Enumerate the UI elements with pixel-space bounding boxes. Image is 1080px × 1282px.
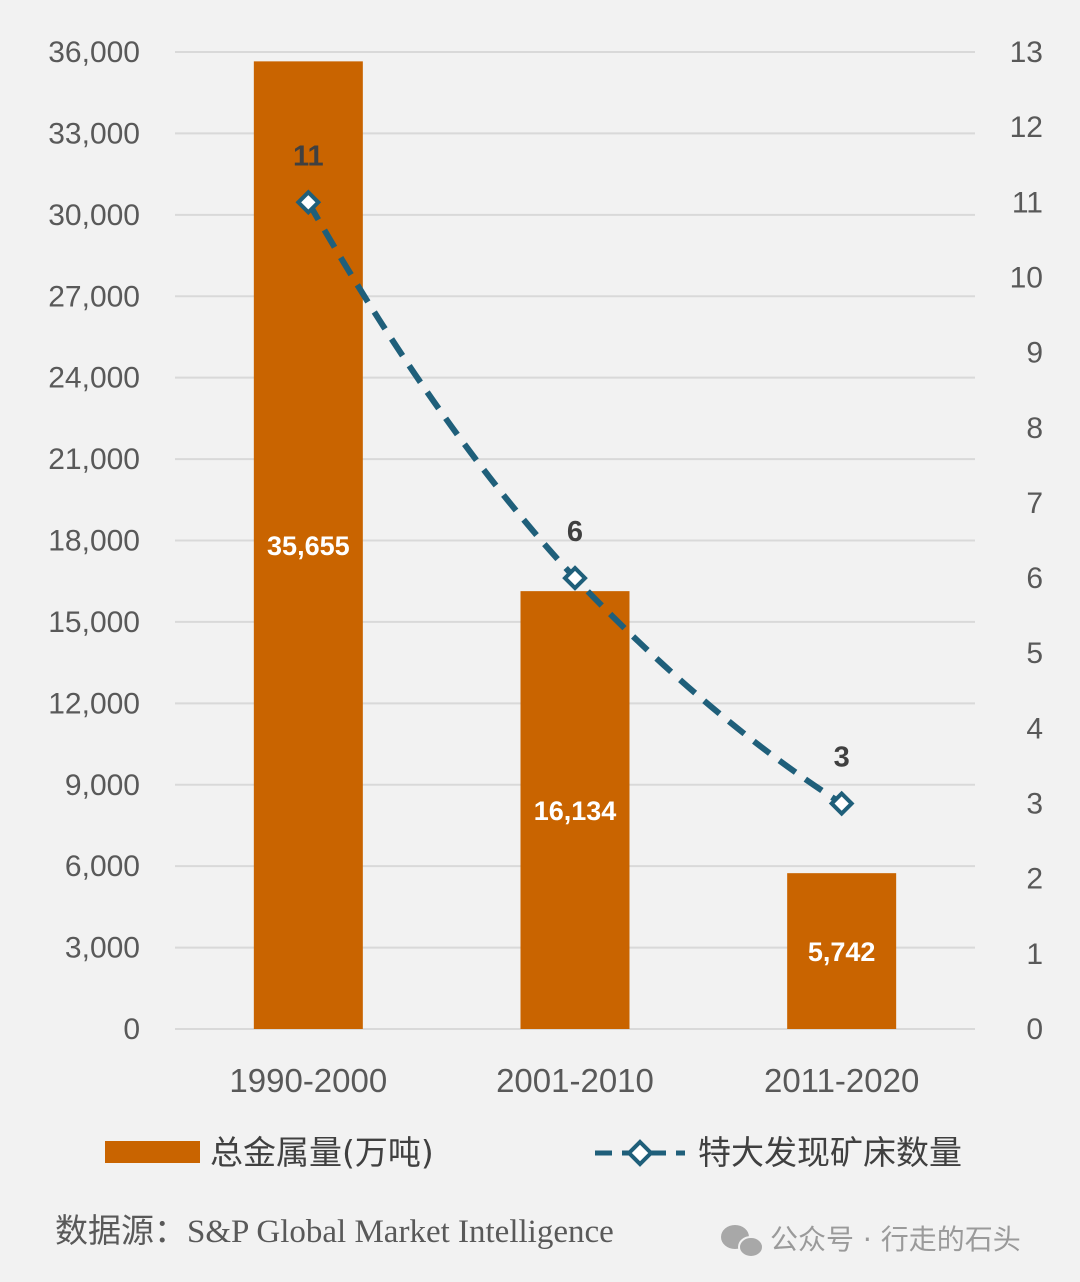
x-category-label: 1990-2000 xyxy=(229,1062,387,1099)
y-right-tick-label: 0 xyxy=(1026,1013,1043,1046)
y-right-tick-label: 5 xyxy=(1026,637,1043,670)
bar-series: 35,655 16,134 5,742 xyxy=(253,61,897,1029)
y-left-tick-label: 36,000 xyxy=(48,36,140,69)
y-left-tick-label: 33,000 xyxy=(48,117,140,150)
bar-data-label: 16,134 xyxy=(534,796,617,826)
y-axis-left: 0 3,000 6,000 9,000 12,000 15,000 18,000 21,000… xyxy=(48,36,140,1046)
legend-line-label: 特大发现矿床数量 xyxy=(698,1133,962,1172)
y-right-tick-label: 9 xyxy=(1026,337,1043,370)
y-left-tick-label: 24,000 xyxy=(48,362,140,395)
legend: 总金属量(万吨) 特大发现矿床数量 xyxy=(105,1133,962,1172)
bar xyxy=(253,61,363,1029)
y-right-tick-label: 11 xyxy=(1012,186,1043,219)
legend-diamond-icon xyxy=(626,1139,654,1167)
y-left-tick-label: 15,000 xyxy=(48,606,140,639)
y-left-tick-label: 9,000 xyxy=(65,769,140,802)
series-line xyxy=(305,200,844,807)
bar-data-label: 5,742 xyxy=(808,937,876,967)
y-left-tick-label: 18,000 xyxy=(48,525,140,558)
y-left-tick-label: 21,000 xyxy=(48,443,140,476)
y-right-tick-label: 4 xyxy=(1026,712,1043,745)
y-right-tick-label: 7 xyxy=(1026,487,1043,520)
x-category-label: 2011-2020 xyxy=(764,1062,919,1099)
wechat-icon xyxy=(721,1225,764,1258)
x-axis: 1990-2000 2001-2010 2011-2020 xyxy=(229,1062,919,1099)
line-data-label: 11 xyxy=(293,140,324,172)
y-right-tick-label: 12 xyxy=(1010,111,1043,144)
y-right-tick-label: 6 xyxy=(1026,562,1043,595)
bar-data-label: 35,655 xyxy=(267,531,350,561)
y-left-tick-label: 12,000 xyxy=(48,687,140,720)
line-point-marker xyxy=(295,189,322,216)
y-right-tick-label: 8 xyxy=(1026,412,1043,445)
y-right-tick-label: 1 xyxy=(1026,938,1043,971)
line-point-marker xyxy=(828,790,855,817)
watermark-text: 公众号 · 行走的石头 xyxy=(770,1223,1021,1256)
legend-bar-label: 总金属量(万吨) xyxy=(210,1133,434,1172)
y-left-tick-label: 27,000 xyxy=(48,280,140,313)
y-right-tick-label: 10 xyxy=(1010,261,1043,294)
y-left-tick-label: 30,000 xyxy=(48,199,140,232)
y-right-tick-label: 2 xyxy=(1026,863,1043,896)
y-left-tick-label: 6,000 xyxy=(65,850,140,883)
line-series: 11 6 3 xyxy=(293,140,855,817)
y-left-tick-label: 0 xyxy=(123,1013,140,1046)
bar xyxy=(520,591,630,1029)
line-data-label: 6 xyxy=(567,516,583,548)
source-note: 数据源：S&P Global Market Intelligence xyxy=(55,1213,614,1250)
legend-bar-swatch xyxy=(105,1141,200,1163)
y-right-tick-label: 3 xyxy=(1026,788,1043,821)
x-category-label: 2001-2010 xyxy=(496,1062,654,1099)
line-data-label: 3 xyxy=(834,742,850,774)
y-right-tick-label: 13 xyxy=(1010,36,1043,69)
y-left-tick-label: 3,000 xyxy=(65,932,140,965)
line-point-marker xyxy=(562,565,588,591)
watermark: 公众号 · 行走的石头 xyxy=(721,1223,1021,1258)
bar xyxy=(787,873,897,1029)
